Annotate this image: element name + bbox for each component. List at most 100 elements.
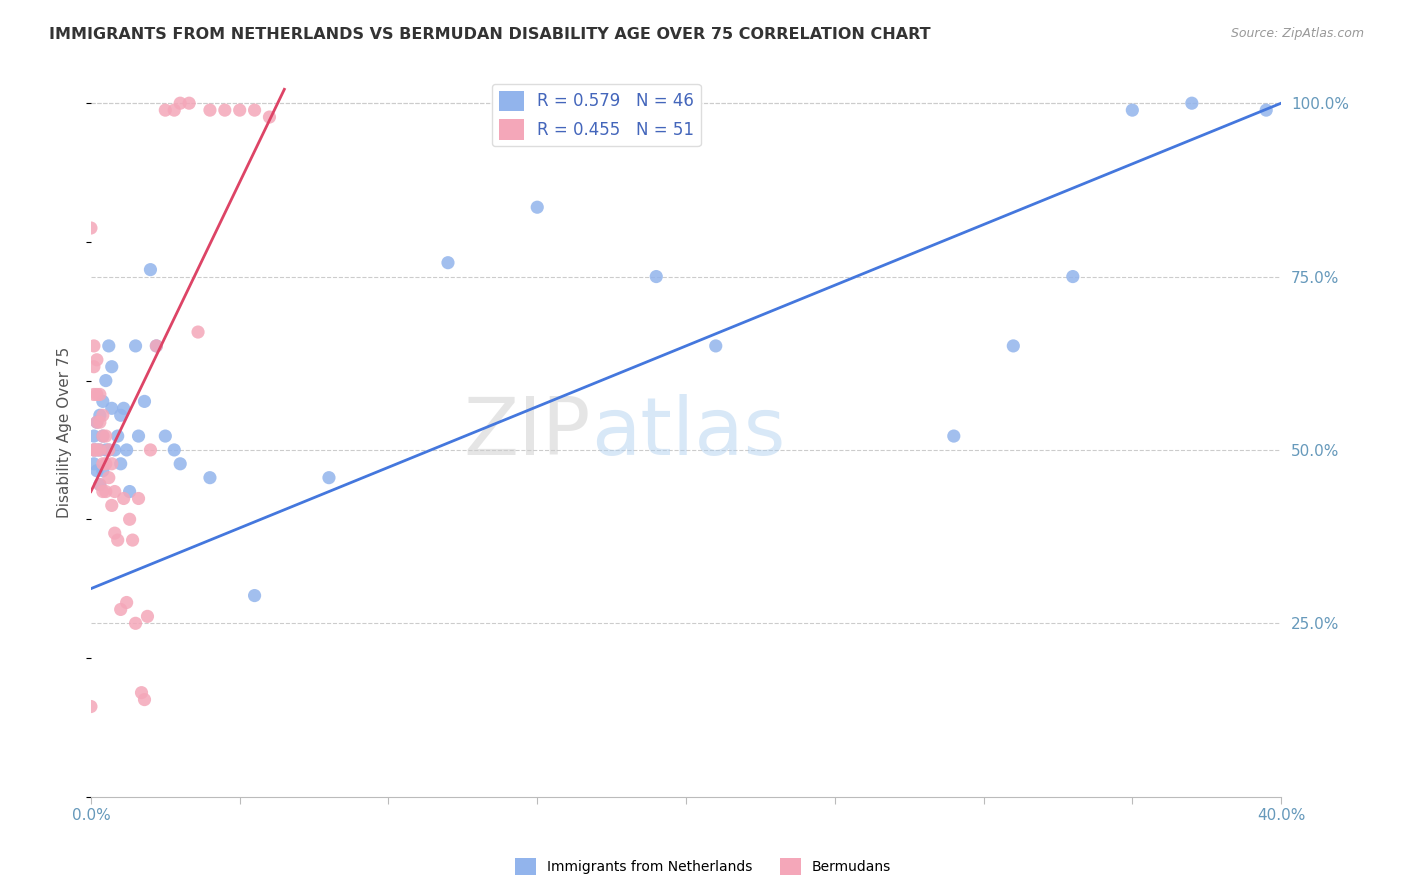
Point xyxy=(163,103,186,117)
Legend: R = 0.579   N = 46, R = 0.455   N = 51: R = 0.579 N = 46, R = 0.455 N = 51 xyxy=(492,84,700,146)
Point xyxy=(94,484,117,499)
Point xyxy=(169,457,191,471)
Point xyxy=(89,477,111,491)
Point xyxy=(942,429,965,443)
Point xyxy=(259,110,281,124)
Point xyxy=(169,96,191,111)
Point xyxy=(89,442,111,457)
Point xyxy=(645,269,668,284)
Point xyxy=(115,442,138,457)
Point xyxy=(124,339,146,353)
Y-axis label: Disability Age Over 75: Disability Age Over 75 xyxy=(58,347,72,518)
Point xyxy=(91,429,114,443)
Point xyxy=(139,442,162,457)
Point xyxy=(1002,339,1025,353)
Point xyxy=(115,595,138,609)
Point xyxy=(97,471,120,485)
Point xyxy=(110,602,132,616)
Point xyxy=(94,374,117,388)
Point xyxy=(100,499,122,513)
Point xyxy=(526,200,548,214)
Point xyxy=(214,103,236,117)
Point xyxy=(187,325,209,339)
Point xyxy=(110,457,132,471)
Point xyxy=(179,96,201,111)
Point xyxy=(163,442,186,457)
Point xyxy=(80,221,103,235)
Point xyxy=(86,415,108,429)
Point xyxy=(86,442,108,457)
Point xyxy=(437,256,460,270)
Point xyxy=(318,471,340,485)
Point xyxy=(89,442,111,457)
Point xyxy=(91,464,114,478)
Point xyxy=(83,339,105,353)
Point xyxy=(118,484,141,499)
Point xyxy=(83,429,105,443)
Point xyxy=(83,442,105,457)
Point xyxy=(86,442,108,457)
Point xyxy=(94,457,117,471)
Point xyxy=(89,387,111,401)
Point xyxy=(104,484,127,499)
Point xyxy=(89,409,111,423)
Point xyxy=(91,394,114,409)
Point xyxy=(107,429,129,443)
Point xyxy=(128,491,150,506)
Point xyxy=(124,616,146,631)
Point xyxy=(83,387,105,401)
Point xyxy=(83,457,105,471)
Point xyxy=(80,699,103,714)
Point xyxy=(97,339,120,353)
Point xyxy=(100,401,122,416)
Point xyxy=(104,442,127,457)
Legend: Immigrants from Netherlands, Bermudans: Immigrants from Netherlands, Bermudans xyxy=(509,853,897,880)
Point xyxy=(134,692,156,706)
Point xyxy=(110,409,132,423)
Point xyxy=(155,103,177,117)
Point xyxy=(128,429,150,443)
Point xyxy=(112,491,135,506)
Point xyxy=(100,359,122,374)
Point xyxy=(91,429,114,443)
Point xyxy=(136,609,159,624)
Point xyxy=(145,339,167,353)
Point xyxy=(243,103,266,117)
Point xyxy=(243,589,266,603)
Point xyxy=(91,457,114,471)
Point xyxy=(86,415,108,429)
Point xyxy=(86,352,108,367)
Point xyxy=(1121,103,1143,117)
Point xyxy=(83,359,105,374)
Point xyxy=(198,103,221,117)
Point xyxy=(131,686,153,700)
Text: Source: ZipAtlas.com: Source: ZipAtlas.com xyxy=(1230,27,1364,40)
Point xyxy=(228,103,250,117)
Point xyxy=(1181,96,1204,111)
Point xyxy=(104,526,127,541)
Point xyxy=(89,477,111,491)
Point xyxy=(112,401,135,416)
Point xyxy=(1062,269,1084,284)
Point xyxy=(704,339,727,353)
Point xyxy=(1256,103,1278,117)
Point xyxy=(83,442,105,457)
Point xyxy=(97,442,120,457)
Point xyxy=(83,442,105,457)
Point xyxy=(100,457,122,471)
Point xyxy=(198,471,221,485)
Point xyxy=(121,533,143,547)
Point xyxy=(86,387,108,401)
Point xyxy=(91,409,114,423)
Text: atlas: atlas xyxy=(591,393,785,472)
Text: ZIP: ZIP xyxy=(464,393,591,472)
Point xyxy=(94,442,117,457)
Point xyxy=(118,512,141,526)
Point xyxy=(107,533,129,547)
Point xyxy=(91,484,114,499)
Point xyxy=(155,429,177,443)
Point xyxy=(86,464,108,478)
Point xyxy=(89,415,111,429)
Point xyxy=(134,394,156,409)
Point xyxy=(94,429,117,443)
